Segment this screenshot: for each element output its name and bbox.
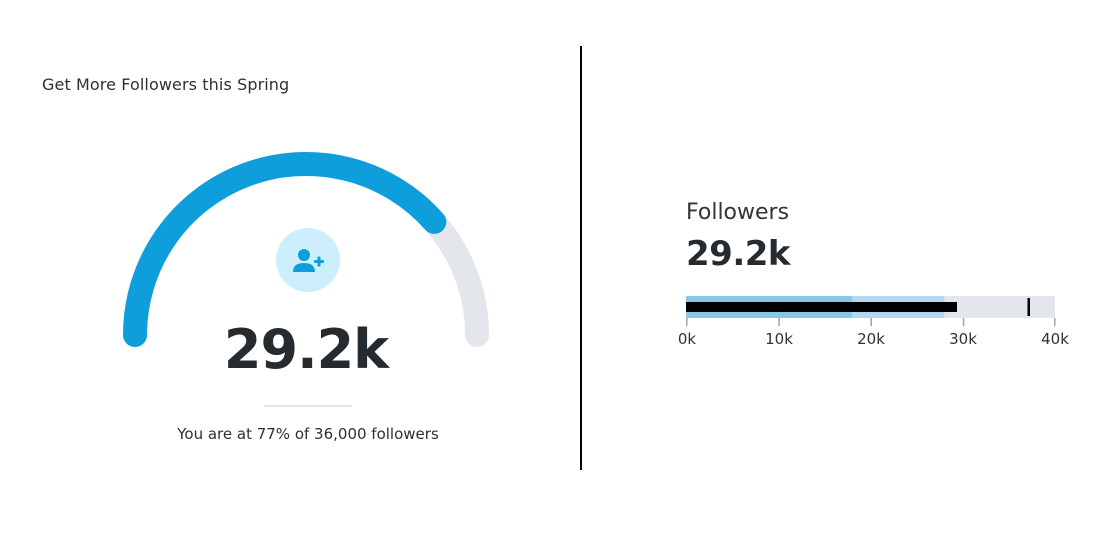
user-plus-icon <box>293 249 324 272</box>
gauge-title: Get More Followers this Spring <box>42 75 290 94</box>
tick-label: 40k <box>1041 330 1069 348</box>
user-plus-badge <box>276 228 340 292</box>
gauge-divider <box>264 405 352 407</box>
gauge-card: Get More Followers this Spring 29.2k You… <box>42 75 489 443</box>
gauge-chart <box>123 151 489 347</box>
bullet-value: 29.2k <box>686 234 791 274</box>
bullet-axis: 0k 10k 20k 30k 40k <box>678 318 1069 348</box>
gauge-value: 29.2k <box>223 318 389 381</box>
gauge-progress <box>123 151 447 347</box>
tick-label: 10k <box>765 330 793 348</box>
tick-label: 20k <box>857 330 885 348</box>
panel-divider <box>580 46 582 470</box>
gauge-caption: You are at 77% of 36,000 followers <box>177 425 439 443</box>
bullet-measure <box>686 302 957 312</box>
tick-label: 30k <box>949 330 977 348</box>
tick-label: 0k <box>678 330 697 348</box>
bullet-label: Followers <box>686 200 790 225</box>
bullet-target <box>1027 298 1030 316</box>
